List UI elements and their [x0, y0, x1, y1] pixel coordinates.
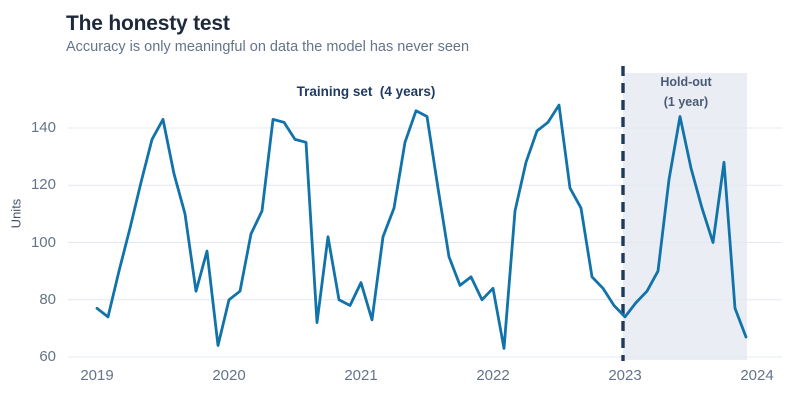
page-subtitle: Accuracy is only meaningful on data the …	[66, 39, 470, 55]
page-title: The honesty test	[66, 12, 230, 35]
y-tick-80: 80	[39, 291, 56, 308]
y-tick-120: 120	[30, 176, 56, 193]
x-tick-2021: 2021	[344, 367, 378, 384]
x-tick-2020: 2020	[212, 367, 246, 384]
holdout-label-line2: (1 year)	[663, 95, 709, 109]
units-series-line	[95, 103, 748, 350]
x-tick-2023: 2023	[608, 367, 642, 384]
y-tick-60: 60	[39, 348, 56, 365]
holdout-label-line1: Hold-out	[660, 75, 712, 89]
x-tick-2019: 2019	[80, 367, 114, 384]
holdout-region-band	[623, 73, 747, 360]
y-tick-140: 140	[30, 119, 56, 136]
y-tick-100: 100	[30, 234, 56, 251]
training-set-label: Training set (4 years)	[296, 84, 436, 99]
x-tick-2024: 2024	[740, 367, 774, 384]
holdout-label: Hold-out (1 year)	[660, 72, 711, 112]
x-tick-2022: 2022	[476, 367, 510, 384]
